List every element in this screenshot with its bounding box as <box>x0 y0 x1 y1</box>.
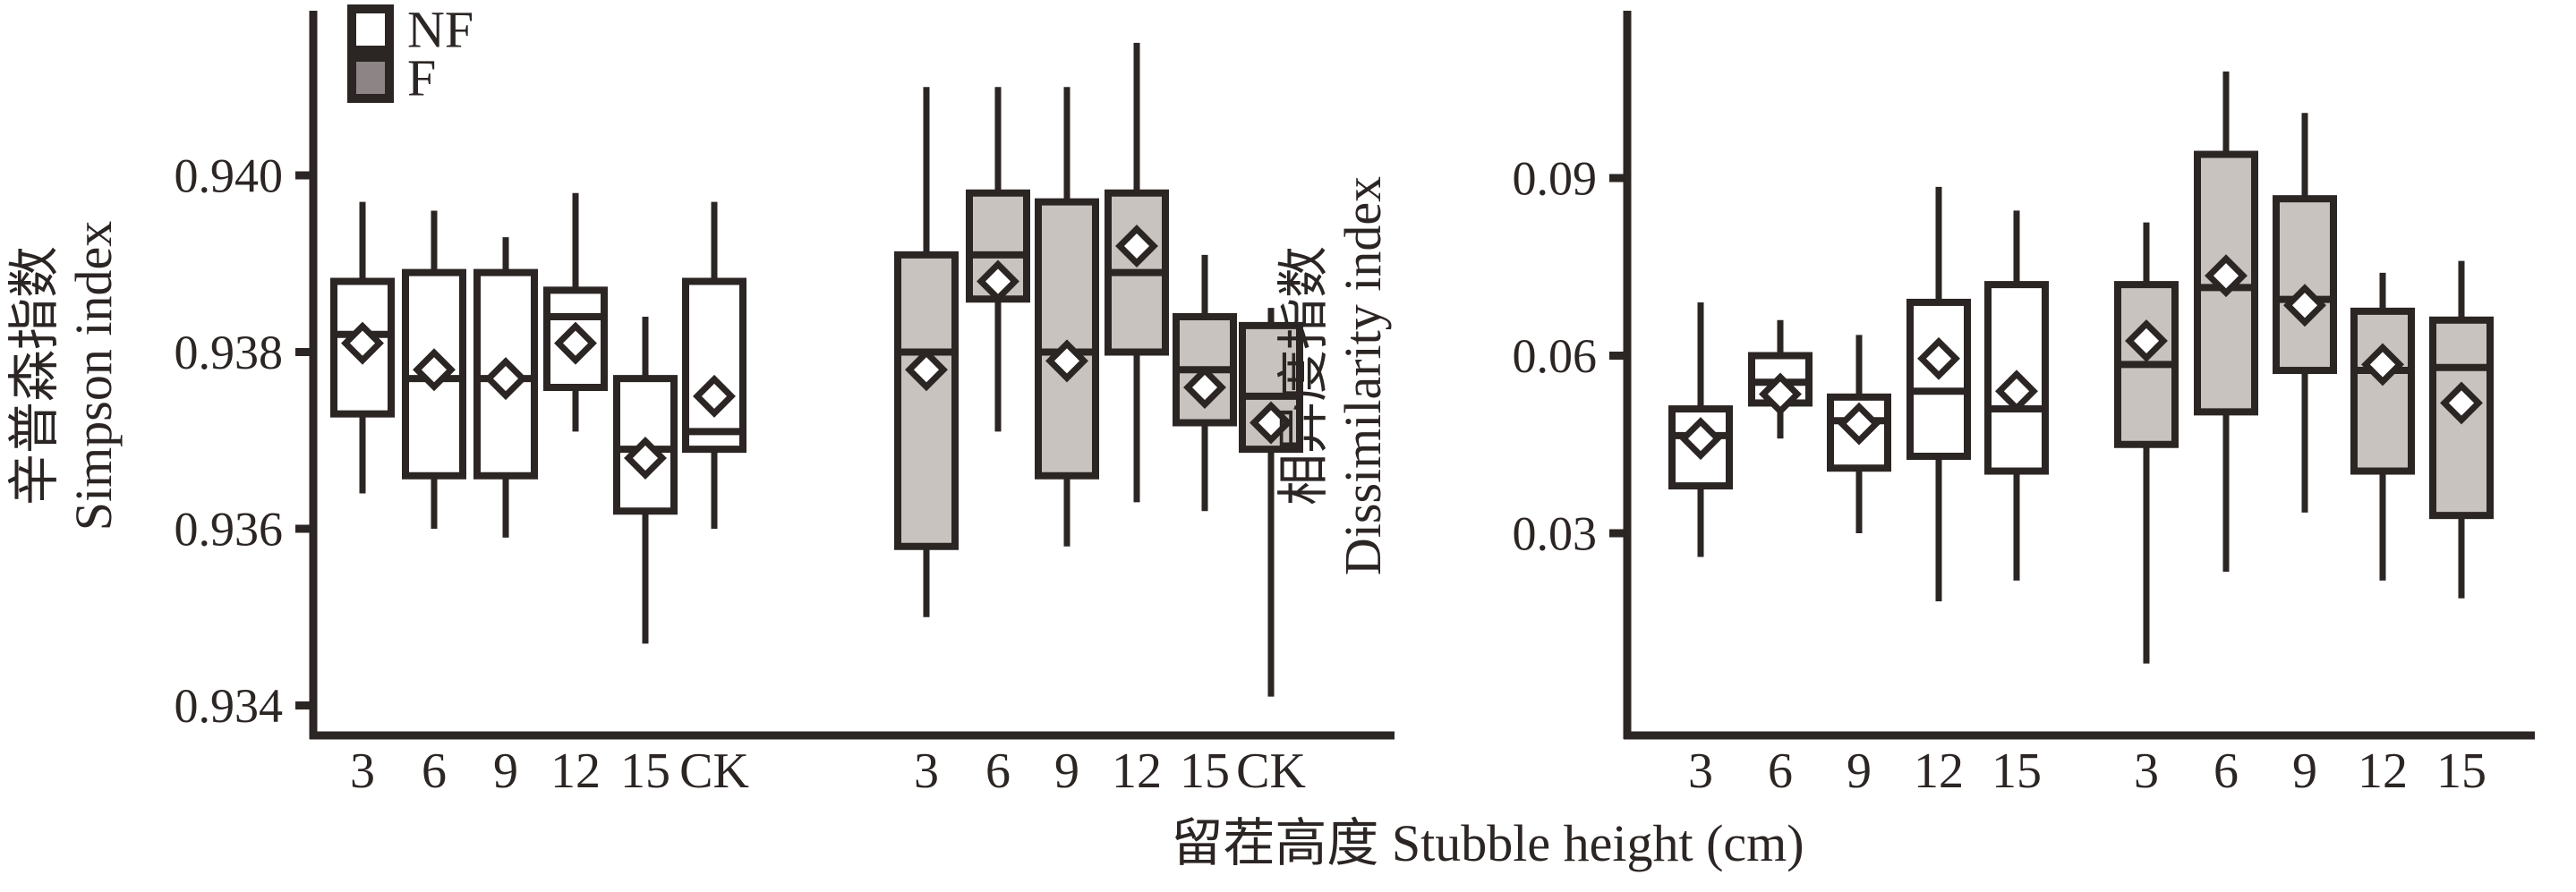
x-category-label: CK <box>1236 743 1306 799</box>
box-nf-15: 15 <box>613 317 678 799</box>
iqr-box <box>2350 307 2415 475</box>
legend-label-f: F <box>407 49 436 107</box>
box-nf-6: 6 <box>402 210 466 799</box>
y-tick-label: 0.938 <box>175 326 284 379</box>
mean-diamond <box>2440 381 2483 425</box>
mean-diamond <box>1115 225 1158 268</box>
x-category-label: 9 <box>493 743 518 799</box>
x-category-label: 15 <box>2436 743 2486 799</box>
box-nf-12: 12 <box>543 192 608 799</box>
box-f-12: 12 <box>2350 272 2415 799</box>
iqr-box <box>1984 281 2049 475</box>
x-category-label: 6 <box>422 743 447 799</box>
x-category-label: 6 <box>985 743 1011 799</box>
mean-diamond <box>2205 254 2248 298</box>
mean-diamond <box>484 357 527 401</box>
box-f-CK: CK <box>1236 308 1306 799</box>
box-nf-CK: CK <box>679 201 749 799</box>
y-tick-label: 0.06 <box>1513 329 1598 383</box>
box-nf-6: 6 <box>1748 319 1813 799</box>
box-f-6: 6 <box>2194 71 2258 799</box>
mean-diamond <box>624 437 667 480</box>
mean-diamond <box>1838 402 1881 446</box>
iqr-box <box>682 277 746 454</box>
x-category-label: 9 <box>1054 743 1079 799</box>
box-nf-9: 9 <box>1827 335 1891 799</box>
box-nf-3: 3 <box>330 201 395 799</box>
y-tick-label: 0.936 <box>175 502 284 556</box>
mean-diamond <box>905 348 948 392</box>
mean-diamond <box>2125 319 2168 362</box>
iqr-box <box>1035 198 1099 480</box>
x-category-label: 15 <box>1180 743 1230 799</box>
box-f-3: 3 <box>2114 222 2179 799</box>
x-category-label: 3 <box>1688 743 1713 799</box>
x-category-label: 12 <box>2358 743 2408 799</box>
mean-diamond <box>1917 336 1960 380</box>
x-category-label: 12 <box>1914 743 1964 799</box>
mean-diamond <box>341 321 384 365</box>
box-f-12: 12 <box>1105 42 1169 799</box>
x-category-label: 12 <box>1112 743 1162 799</box>
x-category-label: 9 <box>1847 743 1872 799</box>
box-f-6: 6 <box>966 87 1030 799</box>
mean-diamond <box>1250 401 1292 445</box>
iqr-box <box>402 268 466 480</box>
box-nf-3: 3 <box>1668 302 1733 799</box>
mean-diamond <box>1995 370 2038 413</box>
box-f-9: 9 <box>2273 113 2337 799</box>
mean-diamond <box>2283 284 2326 327</box>
y-tick-label: 0.09 <box>1513 151 1598 205</box>
mean-diamond <box>1045 339 1088 383</box>
box-nf-15: 15 <box>1984 210 2049 799</box>
x-category-label: 15 <box>1992 743 2042 799</box>
box-f-15: 15 <box>2429 260 2494 799</box>
x-category-label: 6 <box>2213 743 2239 799</box>
mean-diamond <box>1679 417 1722 461</box>
legend: NFF <box>347 1 473 107</box>
y-tick-label: 0.03 <box>1513 506 1598 560</box>
legend-label-nf: NF <box>407 1 473 59</box>
x-category-label: 3 <box>2134 743 2159 799</box>
mean-diamond <box>1183 366 1226 409</box>
box-f-15: 15 <box>1173 254 1237 799</box>
box-f-9: 9 <box>1035 87 1099 799</box>
mean-diamond <box>693 374 736 418</box>
y-axis-title: 相异度指数 <box>1275 246 1333 505</box>
y-axis-title: Dissimilarity index <box>1334 176 1392 575</box>
box-nf-9: 9 <box>473 237 538 799</box>
mean-diamond <box>413 348 456 392</box>
legend-swatch-nf <box>347 4 394 55</box>
iqr-box <box>894 251 959 550</box>
mean-diamond <box>554 321 597 365</box>
mean-diamond <box>1759 372 1802 416</box>
x-category-label: 3 <box>350 743 375 799</box>
x-category-label: CK <box>679 743 749 799</box>
mean-diamond <box>2361 343 2404 387</box>
x-category-label: 9 <box>2292 743 2317 799</box>
x-category-label: 6 <box>1768 743 1793 799</box>
x-axis-title: 留茬高度 Stubble height (cm) <box>1171 814 1804 872</box>
y-axis-title: Simpson index <box>64 221 123 531</box>
x-category-label: 3 <box>914 743 939 799</box>
x-category-label: 12 <box>550 743 601 799</box>
legend-swatch-f <box>347 53 394 103</box>
y-tick-label: 0.940 <box>175 149 284 202</box>
box-nf-12: 12 <box>1906 186 1971 799</box>
mean-diamond <box>977 259 1019 303</box>
y-tick-label: 0.934 <box>175 679 284 733</box>
y-axis-title: 辛普森指数 <box>5 246 64 505</box>
x-category-label: 15 <box>620 743 670 799</box>
iqr-box <box>613 375 678 515</box>
box-f-3: 3 <box>894 87 959 799</box>
